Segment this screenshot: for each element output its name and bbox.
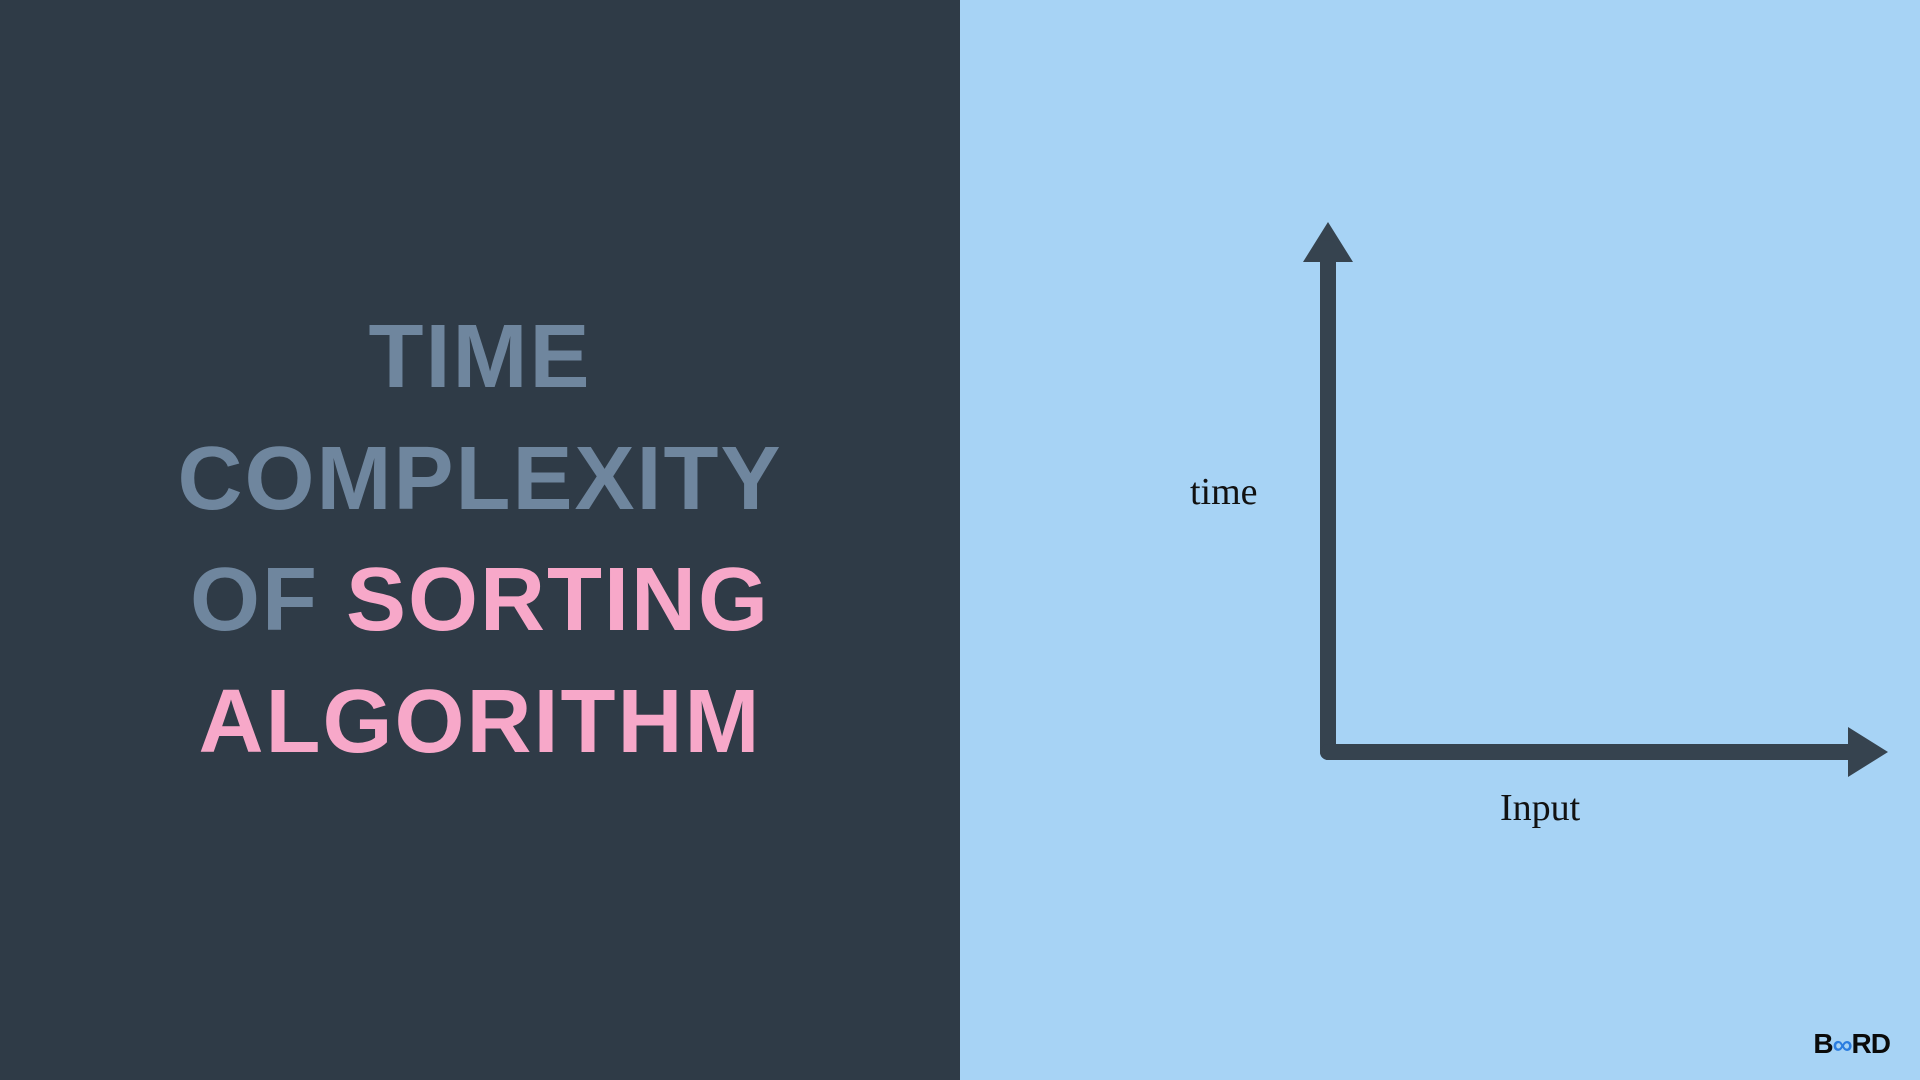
right-panel: time Input B∞RD	[960, 0, 1920, 1080]
title-line-2: COMPLEXITY	[177, 419, 782, 541]
slide-container: TIME COMPLEXITY OF SORTING ALGORITHM tim…	[0, 0, 1920, 1080]
x-axis	[1320, 744, 1860, 760]
logo-letters-rd: RD	[1852, 1028, 1890, 1060]
title-line-1: TIME	[177, 297, 782, 419]
brand-logo: B∞RD	[1813, 1028, 1890, 1060]
x-axis-arrow-icon	[1848, 727, 1888, 777]
y-axis-label: time	[1190, 470, 1258, 514]
logo-letter-b: B	[1813, 1028, 1832, 1060]
title-line-4: ALGORITHM	[177, 662, 782, 784]
title-block: TIME COMPLEXITY OF SORTING ALGORITHM	[177, 297, 782, 783]
title-line-3: OF SORTING	[177, 540, 782, 662]
left-panel: TIME COMPLEXITY OF SORTING ALGORITHM	[0, 0, 960, 1080]
infinity-icon: ∞	[1833, 1029, 1852, 1061]
title-line-3-prefix: OF	[190, 550, 346, 650]
x-axis-label: Input	[1500, 786, 1580, 830]
y-axis	[1320, 240, 1336, 760]
title-line-3-highlight: SORTING	[346, 550, 770, 650]
chart-area: time Input	[1200, 230, 1860, 810]
